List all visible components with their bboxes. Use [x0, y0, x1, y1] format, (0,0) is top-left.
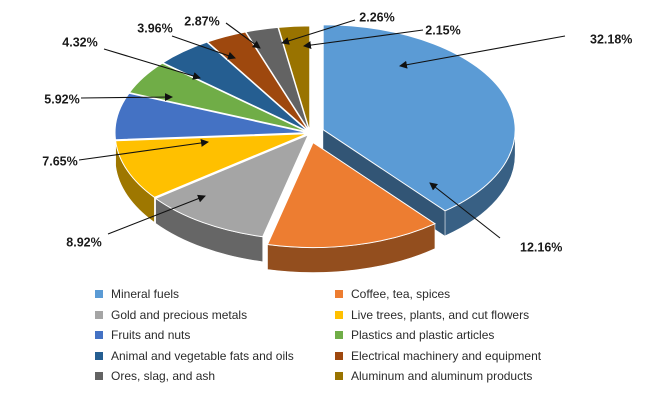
data-label-aluminum-and-aluminum-products: 2.15% [425, 23, 460, 37]
legend-label: Ores, slag, and ash [111, 369, 216, 383]
legend-item-fruits-and-nuts: Fruits and nuts [95, 326, 327, 344]
legend-label: Animal and vegetable fats and oils [111, 348, 294, 363]
legend-item-animal-and-vegetable-fats-and-oils: Animal and vegetable fats and oils [95, 347, 327, 365]
legend-item-coffee-tea-spices: Coffee, tea, spices [335, 285, 585, 303]
legend-item-aluminum-and-aluminum-products: Aluminum and aluminum products [335, 367, 585, 385]
legend-item-electrical-machinery-and-equipment: Electrical machinery and equipment [335, 347, 585, 365]
legend-label: Coffee, tea, spices [351, 287, 451, 301]
legend-swatch [95, 290, 103, 298]
leader-line-mineral-fuels [399, 35, 566, 69]
legend-item-mineral-fuels: Mineral fuels [95, 285, 327, 303]
legend-swatch [95, 310, 103, 319]
legend-swatch [95, 372, 103, 380]
data-label-mineral-fuels: 32.18% [590, 32, 632, 46]
data-labels: 32.18% 12.16% 8.92% 7.65% 5.92% 4.32% 3.96% 2.8… [42, 10, 632, 254]
legend-item-plastics-and-plastic-articles: Plastics and plastic articles [335, 326, 585, 344]
legend-label: Fruits and nuts [111, 328, 191, 342]
legend: Mineral fuels Coffee, tea, spices Gold and… [95, 285, 595, 385]
pie-slice-fruits-and-nuts [114, 92, 308, 141]
pie-slice-aluminum-and-aluminum-products [277, 25, 311, 132]
leader-line-fruits-and-nuts [80, 93, 173, 102]
pie-slice-coffee-tea-spices [266, 141, 436, 249]
legend-label: Mineral fuels [111, 287, 180, 301]
legend-label: Live trees, plants, and cut flowers [351, 307, 530, 322]
data-label-fruits-and-nuts: 5.92% [44, 92, 79, 106]
pie-slice-live-trees-plants-and-cut-flowers [115, 133, 308, 198]
legend-swatch [95, 351, 103, 360]
legend-swatch [335, 331, 343, 339]
pie-slice-mineral-fuels [322, 24, 516, 212]
legend-item-live-trees-plants-and-cut-flowers: Live trees, plants, and cut flowers [335, 306, 585, 324]
data-label-coffee-tea-spices: 12.16% [520, 240, 562, 254]
data-label-gold-and-precious-metals: 8.92% [66, 235, 101, 249]
leader-line-coffee-tea-spices [429, 182, 501, 239]
data-label-ores-slag-and-ash: 2.26% [359, 10, 394, 24]
leader-line-live-trees-plants-and-cut-flowers [78, 139, 209, 161]
legend-swatch [95, 331, 103, 339]
pie-slice-ores-slag-and-ash [245, 26, 310, 132]
data-label-plastics-and-plastic-articles: 4.32% [62, 35, 97, 49]
legend-swatch [335, 372, 343, 380]
legend-label: Plastics and plastic articles [351, 328, 495, 342]
legend-label: Gold and precious metals [111, 307, 248, 322]
legend-label: Electrical machinery and equipment [351, 348, 542, 363]
legend-swatch [335, 310, 343, 319]
legend-item-gold-and-precious-metals: Gold and precious metals [95, 306, 327, 324]
leader-line-electrical-machinery-and-equipment [225, 22, 261, 49]
pie-slice-plastics-and-plastic-articles [128, 62, 308, 133]
leader-line-gold-and-precious-metals [107, 194, 206, 235]
pie-chart: 32.18% 12.16% 8.92% 7.65% 5.92% 4.32% 3.96% 2.8… [42, 10, 632, 273]
data-label-electrical-machinery-and-equipment: 2.87% [184, 14, 219, 28]
pie-slice-gold-and-precious-metals [154, 133, 310, 238]
legend-swatch [335, 351, 343, 360]
legend-item-ores-slag-and-ash: Ores, slag, and ash [95, 367, 327, 385]
legend-swatch [335, 290, 343, 298]
data-label-animal-and-vegetable-fats-and-oils: 3.96% [137, 21, 172, 35]
legend-label: Aluminum and aluminum products [351, 369, 533, 383]
leader-line-ores-slag-and-ash [281, 19, 356, 45]
leader-line-aluminum-and-aluminum-products [303, 29, 424, 50]
data-label-live-trees-plants-and-cut-flowers: 7.65% [42, 154, 77, 168]
leader-line-plastics-and-plastic-articles [103, 48, 201, 80]
pie-slice-animal-and-vegetable-fats-and-oils [161, 41, 309, 132]
pie-cut-mineral-fuels-1 [323, 129, 446, 236]
leader-line-animal-and-vegetable-fats-and-oils [171, 35, 236, 60]
